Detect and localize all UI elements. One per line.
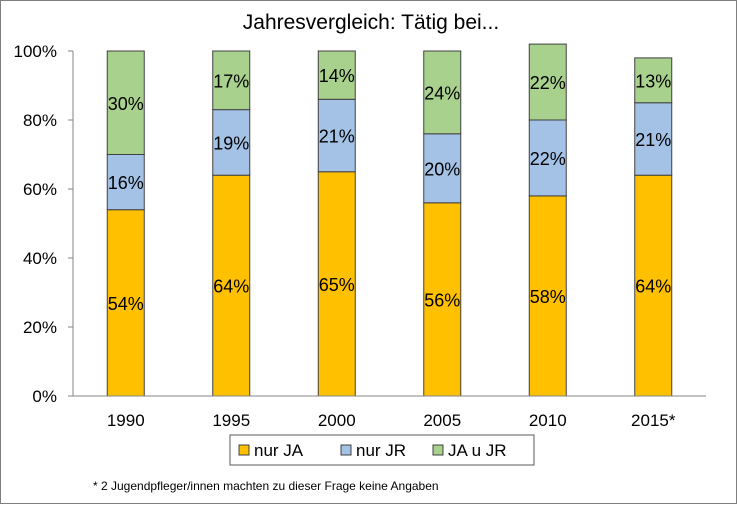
bar-nur-ja-2000: [317, 171, 356, 397]
bar-nur-jr-2005: [423, 133, 462, 204]
bar-nur-ja-2015: [634, 174, 673, 397]
bar-nur-ja-2005: [423, 202, 462, 397]
bar-nur-jr-1995: [212, 109, 251, 176]
data-label-nur-jr-2005: 20%: [424, 159, 460, 179]
x-tick-label: 2000: [318, 411, 356, 430]
y-tick-label: 40%: [23, 249, 57, 268]
legend-label-nur-ja: nur JA: [254, 441, 304, 460]
x-tick-label: 2005: [423, 411, 461, 430]
legend-swatch-ja-u-jr: [432, 444, 444, 456]
x-tick-label: 2010: [529, 411, 567, 430]
data-label-nur-ja-2015: 64%: [635, 277, 671, 297]
data-label-ja-u-jr-1995: 17%: [213, 71, 249, 91]
x-tick-label: 1995: [212, 411, 250, 430]
bar-ja-u-jr-1990: [106, 50, 145, 155]
bar-nur-jr-2015: [634, 102, 673, 176]
data-label-nur-ja-2005: 56%: [424, 290, 460, 310]
data-label-ja-u-jr-1990: 30%: [108, 94, 144, 114]
data-label-nur-ja-1990: 54%: [108, 294, 144, 314]
data-label-ja-u-jr-2015: 13%: [635, 71, 671, 91]
footnote: * 2 Jugendpfleger/innen machten zu diese…: [93, 479, 439, 493]
bar-ja-u-jr-2015: [634, 57, 673, 104]
y-tick-label: 60%: [23, 180, 57, 199]
bar-nur-jr-2010: [528, 119, 567, 197]
data-label-nur-jr-1990: 16%: [108, 173, 144, 193]
legend-label-ja-u-jr: JA u JR: [448, 441, 507, 460]
legend-box: [229, 434, 535, 466]
data-label-ja-u-jr-2000: 14%: [319, 66, 355, 86]
y-tick-label: 0%: [32, 387, 57, 406]
y-tick-label: 80%: [23, 111, 57, 130]
bars: 54% 16% 30% 64% 19% 17% 65% 21% 14% 56% 20% 24% 58% 2…: [106, 43, 673, 397]
x-tick-label: 2015*: [631, 411, 676, 430]
bar-nur-jr-2000: [317, 98, 356, 173]
y-tick-label: 100%: [14, 42, 57, 61]
bar-ja-u-jr-1995: [212, 50, 251, 111]
data-label-ja-u-jr-2005: 24%: [424, 83, 460, 103]
bar-nur-jr-1990: [106, 154, 145, 211]
data-label-nur-jr-2010: 22%: [530, 149, 566, 169]
data-label-nur-ja-2010: 58%: [530, 287, 566, 307]
chart-title: Jahresvergleich: Tätig bei...: [243, 11, 499, 34]
data-label-ja-u-jr-2010: 22%: [530, 73, 566, 93]
y-axis: 0% 20% 40% 60% 80% 100%: [14, 42, 74, 406]
legend-swatch-nur-ja: [238, 444, 250, 456]
bar-ja-u-jr-2010: [528, 43, 567, 121]
bar-ja-u-jr-2000: [317, 50, 356, 100]
bar-nur-ja-2010: [528, 195, 567, 397]
bar-ja-u-jr-2005: [423, 50, 462, 135]
legend: nur JA nur JR JA u JR: [229, 434, 535, 466]
data-label-nur-ja-1995: 64%: [213, 277, 249, 297]
data-label-nur-jr-1995: 19%: [213, 133, 249, 153]
data-label-nur-jr-2000: 21%: [319, 127, 355, 147]
bar-nur-ja-1995: [212, 174, 251, 397]
x-tick-label: 1990: [107, 411, 145, 430]
y-tick-label: 20%: [23, 318, 57, 337]
x-axis: 1990 1995 2000 2005 2010 2015*: [73, 395, 706, 430]
legend-label-nur-jr: nur JR: [356, 441, 406, 460]
data-label-nur-jr-2015: 21%: [635, 130, 671, 150]
legend-swatch-nur-jr: [340, 444, 352, 456]
data-label-nur-ja-2000: 65%: [319, 275, 355, 295]
